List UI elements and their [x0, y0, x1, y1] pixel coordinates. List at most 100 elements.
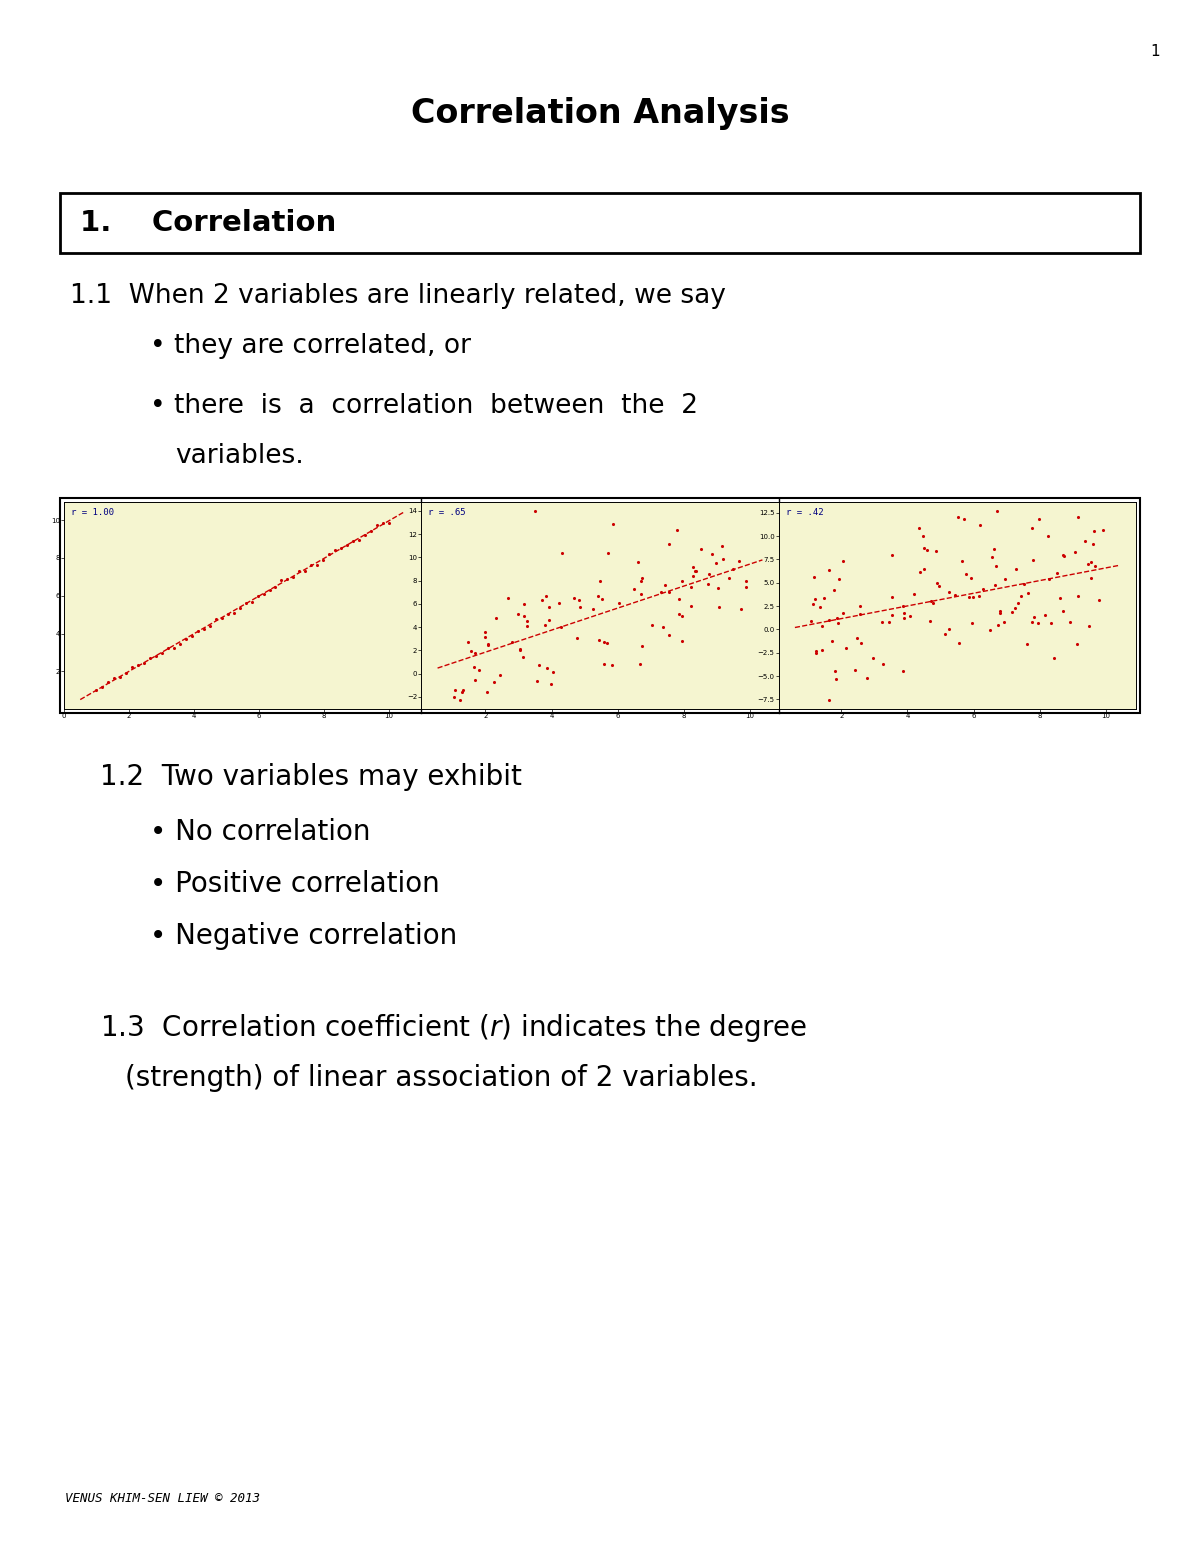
Point	[1008, 592, 1027, 617]
Point	[624, 576, 643, 601]
Point	[691, 536, 710, 561]
Point	[709, 595, 728, 620]
Point	[550, 590, 569, 615]
Text: VENUS KHIM-SEN LIEW © 2013: VENUS KHIM-SEN LIEW © 2013	[65, 1492, 260, 1505]
Point	[86, 677, 106, 702]
Point	[589, 627, 608, 652]
Point	[1024, 548, 1043, 573]
Point	[683, 564, 702, 589]
Point	[737, 575, 756, 599]
Point	[152, 640, 172, 665]
Point	[702, 542, 721, 567]
Point	[961, 565, 980, 590]
Point	[533, 589, 552, 613]
Point	[479, 632, 498, 657]
Point	[929, 575, 948, 599]
Text: variables.: variables.	[175, 443, 304, 469]
Point	[517, 609, 536, 634]
Text: • No correlation: • No correlation	[150, 818, 371, 846]
Point	[475, 624, 494, 649]
Point	[655, 572, 674, 596]
Point	[667, 517, 686, 542]
Point	[828, 606, 847, 631]
Point	[1050, 585, 1069, 610]
Point	[454, 677, 473, 702]
Point	[670, 587, 689, 612]
Point	[319, 542, 338, 567]
Point	[672, 568, 691, 593]
Point	[1060, 609, 1079, 634]
Point	[379, 511, 398, 536]
Point	[806, 638, 826, 663]
Point	[653, 613, 672, 638]
Point	[845, 657, 864, 682]
Point	[986, 553, 1006, 578]
Point	[343, 530, 362, 554]
Point	[995, 610, 1014, 635]
Text: Correlation Analysis: Correlation Analysis	[410, 96, 790, 129]
Point	[1002, 599, 1021, 624]
Point	[134, 651, 154, 676]
Point	[1015, 572, 1034, 596]
Text: • they are correlated, or: • they are correlated, or	[150, 332, 470, 359]
Point	[683, 554, 702, 579]
Point	[236, 590, 256, 615]
Point	[1066, 539, 1085, 564]
Point	[1081, 565, 1100, 590]
Bar	[60, 499, 1140, 713]
Point	[528, 669, 547, 694]
Point	[595, 652, 614, 677]
Point	[822, 629, 841, 654]
Point	[1022, 516, 1042, 540]
Point	[469, 657, 488, 682]
Point	[514, 644, 533, 669]
Point	[588, 584, 607, 609]
Point	[598, 631, 617, 655]
Point	[283, 565, 302, 590]
Point	[811, 595, 830, 620]
Point	[805, 587, 824, 612]
Point	[685, 559, 704, 584]
Text: (strength) of linear association of 2 variables.: (strength) of linear association of 2 va…	[125, 1064, 757, 1092]
Point	[628, 550, 647, 575]
Text: • Negative correlation: • Negative correlation	[150, 922, 457, 950]
Point	[982, 545, 1001, 570]
Point	[1054, 598, 1073, 623]
Point	[874, 651, 893, 676]
Point	[254, 581, 274, 606]
Point	[1085, 554, 1104, 579]
Point	[990, 601, 1009, 626]
Point	[631, 582, 650, 607]
Point	[565, 585, 584, 610]
Point	[914, 556, 934, 581]
Point	[188, 618, 208, 643]
Point	[954, 506, 973, 531]
Point	[672, 604, 691, 629]
Point	[1090, 587, 1109, 612]
Text: • Positive correlation: • Positive correlation	[150, 870, 439, 898]
Point	[313, 548, 332, 573]
Point	[736, 568, 755, 593]
Point	[475, 620, 494, 644]
Point	[1085, 519, 1104, 544]
Point	[594, 629, 613, 654]
Point	[1018, 632, 1037, 657]
Point	[1055, 544, 1074, 568]
Point	[857, 666, 876, 691]
Point	[104, 665, 124, 690]
Point	[970, 584, 989, 609]
Point	[1006, 558, 1025, 582]
Point	[659, 579, 678, 604]
Point	[272, 567, 292, 592]
Point	[212, 606, 232, 631]
Point	[686, 558, 706, 582]
Point	[910, 561, 929, 585]
Point	[643, 612, 662, 637]
Point	[803, 592, 822, 617]
Point	[140, 646, 160, 671]
Point	[535, 613, 554, 638]
Point	[829, 567, 848, 592]
Point	[541, 672, 560, 697]
Point	[331, 536, 350, 561]
Bar	[60, 193, 1140, 253]
